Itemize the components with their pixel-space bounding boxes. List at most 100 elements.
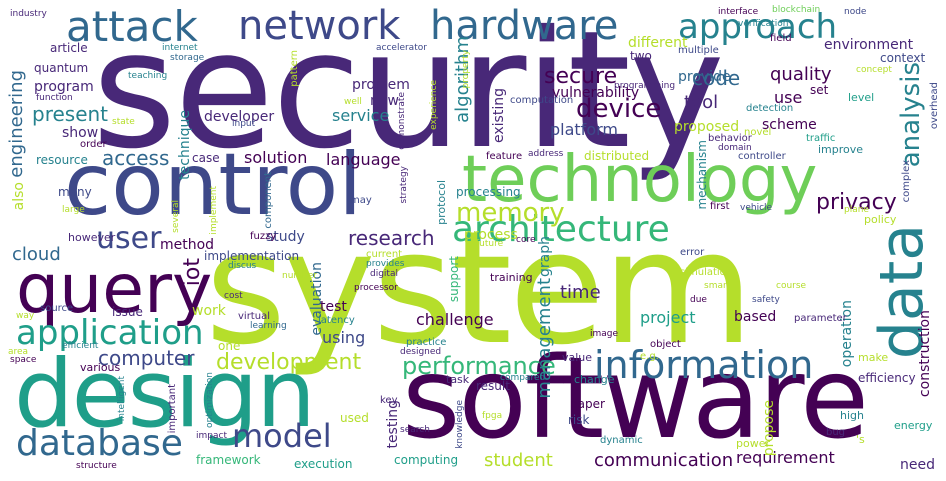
word: platform <box>550 120 618 139</box>
word: design <box>14 340 316 449</box>
word: experience <box>429 80 439 130</box>
word: core <box>516 235 536 245</box>
word: case <box>192 151 220 165</box>
word: structure <box>76 461 117 471</box>
word: implement <box>209 186 219 235</box>
word: space <box>10 355 37 365</box>
word: distributed <box>584 149 650 163</box>
word: architecture <box>452 209 670 250</box>
word: result <box>476 379 510 393</box>
word: optimization <box>205 372 215 428</box>
word: cost <box>224 291 243 301</box>
word: pattern <box>289 50 300 87</box>
word: programming <box>614 81 676 91</box>
word: blockchain <box>772 5 821 15</box>
word: article <box>50 41 88 55</box>
word: attack <box>66 2 198 51</box>
word: important <box>167 384 178 434</box>
word: provides <box>366 259 405 269</box>
word: first <box>710 201 730 212</box>
word: designed <box>400 347 442 357</box>
word: future <box>476 239 504 249</box>
word: input <box>232 119 256 129</box>
word: need <box>900 457 935 473</box>
word: secure <box>544 64 618 89</box>
word: fuzzy <box>250 231 277 242</box>
word: processor <box>354 283 398 293</box>
word: one <box>218 339 241 353</box>
word: virtual <box>238 311 270 322</box>
word: vulnerability <box>552 85 640 101</box>
word: approach <box>678 7 838 47</box>
word: paper <box>570 397 605 411</box>
word: various <box>80 361 121 374</box>
word: use <box>774 88 803 107</box>
word: using <box>322 328 366 347</box>
word: interface <box>718 7 759 17</box>
word: proposed <box>674 119 740 135</box>
word: query <box>16 250 213 329</box>
word: performance <box>402 352 556 380</box>
word: problem <box>352 77 410 93</box>
word: level <box>848 91 875 104</box>
word: time <box>560 282 601 303</box>
word: test <box>320 299 347 315</box>
word: however <box>68 231 116 244</box>
word: industry <box>10 9 47 19</box>
word: system <box>205 197 754 379</box>
word: based <box>734 309 777 325</box>
word: property <box>461 50 471 89</box>
word: context <box>880 51 926 65</box>
word: field <box>770 33 792 44</box>
word: impact <box>196 431 227 441</box>
word: number <box>282 271 318 281</box>
word: many <box>58 185 92 199</box>
word: security <box>92 0 725 185</box>
word: compared <box>500 373 546 383</box>
word: processing <box>456 185 521 199</box>
word: search <box>400 425 430 435</box>
word: latency <box>318 315 355 326</box>
word: network <box>238 3 401 49</box>
word: existing <box>491 88 507 143</box>
word: learning <box>250 321 287 331</box>
word: development <box>216 350 362 375</box>
word: storage <box>170 53 205 63</box>
word: order <box>80 139 107 150</box>
word: safety <box>752 295 780 305</box>
word: analysis <box>896 62 926 168</box>
word: e.g. <box>640 351 659 362</box>
word: environment <box>824 37 914 53</box>
word: access <box>102 146 170 170</box>
word: way <box>16 311 35 321</box>
word: feature <box>486 151 523 162</box>
word: demonstrate <box>397 92 407 150</box>
word: well <box>344 97 362 107</box>
word: cloud <box>12 244 61 265</box>
word: smart <box>704 281 731 291</box>
word: intelligent <box>117 376 127 422</box>
word: multiple <box>678 45 719 56</box>
word: domain <box>718 143 752 153</box>
word: energy <box>894 419 933 432</box>
word: study <box>266 229 305 245</box>
word: computer <box>98 346 195 370</box>
word: vehicle <box>740 203 773 213</box>
word: power <box>736 437 770 450</box>
word: operation <box>839 300 855 368</box>
word: computing <box>394 453 459 467</box>
word: control <box>64 135 363 235</box>
word: framework <box>196 453 261 467</box>
word: behavior <box>708 133 752 144</box>
word: construction <box>917 310 933 398</box>
word: digital <box>370 269 398 279</box>
word: scheme <box>762 117 817 133</box>
word: large <box>62 205 85 215</box>
word: address <box>528 149 564 159</box>
word: mechanism <box>695 140 709 210</box>
word: bug <box>826 427 846 438</box>
word: implementation <box>204 249 300 263</box>
word: hardware <box>430 3 619 49</box>
word: overhead <box>929 82 940 130</box>
word: engineering <box>6 70 27 178</box>
